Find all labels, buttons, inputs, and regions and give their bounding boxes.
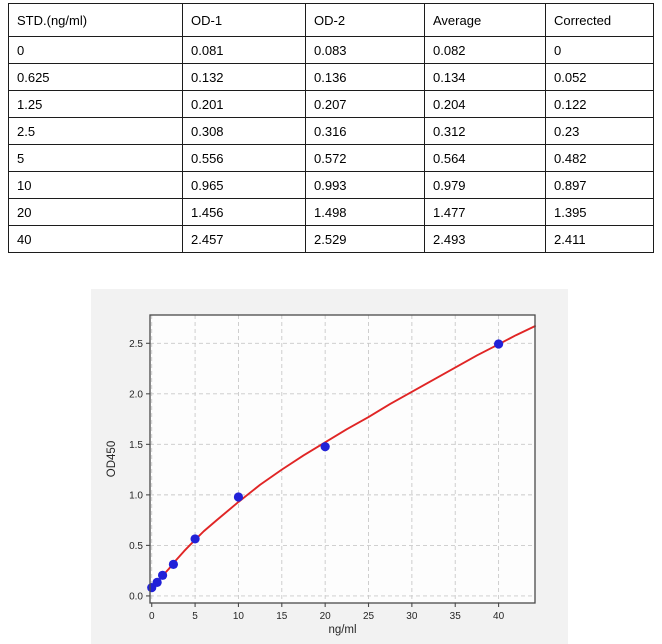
table-cell: 5	[8, 144, 183, 172]
y-tick-label: 2.5	[129, 339, 143, 350]
table-row: 0 0.081 0.083 0.082 0	[8, 36, 654, 64]
table-cell: 20	[8, 198, 183, 226]
standard-curve-chart: 0 5 10 15 20 25 30 35 40 0.0 0.5 1.0 1.5 2.0 2.5 ng/ml…	[106, 314, 536, 636]
y-axis-label: OD450	[106, 441, 118, 477]
y-tick-label: 2.0	[129, 389, 143, 400]
table-row: 0.625 0.132 0.136 0.134 0.052	[8, 63, 654, 91]
data-point	[168, 559, 179, 569]
table-header-cell: Corrected	[545, 3, 654, 37]
x-tick-label: 10	[233, 611, 245, 622]
table-row: 40 2.457 2.529 2.493 2.411	[8, 225, 654, 253]
plot-background	[150, 315, 535, 603]
table-cell: 2.411	[545, 225, 654, 253]
table-header-cell: OD-2	[305, 3, 425, 37]
y-tick-label: 1.0	[129, 490, 143, 501]
table-cell: 0.308	[182, 117, 306, 145]
table-cell: 0	[8, 36, 183, 64]
table-row: 1.25 0.201 0.207 0.204 0.122	[8, 90, 654, 118]
data-point	[157, 570, 168, 580]
table-cell: 2.493	[424, 225, 546, 253]
data-point	[320, 442, 330, 452]
table-cell: 0.316	[305, 117, 425, 145]
table-cell: 0.23	[545, 117, 654, 145]
table-header-cell: STD.(ng/ml)	[8, 3, 183, 37]
chart-figure: 0 5 10 15 20 25 30 35 40 0.0 0.5 1.0 1.5 2.0 2.5 ng/ml…	[91, 289, 568, 644]
table-cell: 0.625	[8, 63, 183, 91]
table-cell: 0.132	[182, 63, 306, 91]
table-cell: 1.477	[424, 198, 546, 226]
table-cell: 10	[8, 171, 183, 199]
table-header-row: STD.(ng/ml) OD-1 OD-2 Average Corrected	[8, 3, 654, 37]
table-cell: 0.122	[545, 90, 654, 118]
table-cell: 2.529	[305, 225, 425, 253]
data-point	[233, 492, 244, 502]
table-row: 20 1.456 1.498 1.477 1.395	[8, 198, 654, 226]
y-tick-label: 1.5	[129, 440, 143, 451]
table-cell: 2.457	[182, 225, 306, 253]
y-tick-label: 0.5	[129, 541, 143, 552]
table-cell: 0.082	[424, 36, 546, 64]
table-cell: 0.965	[182, 171, 306, 199]
table-cell: 0.204	[424, 90, 546, 118]
table-cell: 0	[545, 36, 654, 64]
table-cell: 0.136	[305, 63, 425, 91]
data-point	[152, 577, 162, 587]
table-cell: 0.897	[545, 171, 654, 199]
table-cell: 0.572	[305, 144, 425, 172]
x-axis-label: ng/ml	[328, 624, 356, 636]
x-tick-label: 5	[192, 611, 198, 622]
y-tick-label: 0.0	[129, 591, 143, 602]
table-row: 5 0.556 0.572 0.564 0.482	[8, 144, 654, 172]
x-tick-label: 0	[149, 611, 155, 622]
table-cell: 0.482	[545, 144, 654, 172]
x-tick-label: 15	[276, 611, 288, 622]
table-row: 10 0.965 0.993 0.979 0.897	[8, 171, 654, 199]
fit-curve-line	[150, 325, 536, 591]
x-tick-label: 30	[406, 611, 418, 622]
x-tick-label: 35	[450, 611, 462, 622]
table-cell: 0.081	[182, 36, 306, 64]
x-tick-label: 20	[320, 611, 332, 622]
table-header-cell: Average	[424, 3, 546, 37]
table-cell: 1.456	[182, 198, 306, 226]
table-cell: 0.134	[424, 63, 546, 91]
table-cell: 0.083	[305, 36, 425, 64]
table-cell: 2.5	[8, 117, 183, 145]
table-row: 2.5 0.308 0.316 0.312 0.23	[8, 117, 654, 145]
table-cell: 1.498	[305, 198, 425, 226]
table-cell: 0.993	[305, 171, 425, 199]
plot-frame	[149, 314, 536, 604]
table-cell: 1.25	[8, 90, 183, 118]
table-header-cell: OD-1	[182, 3, 306, 37]
table-cell: 0.201	[182, 90, 306, 118]
table-cell: 40	[8, 225, 183, 253]
table-cell: 0.979	[424, 171, 546, 199]
table-cell: 1.395	[545, 198, 654, 226]
table-cell: 0.207	[305, 90, 425, 118]
x-tick-label: 25	[363, 611, 375, 622]
table-cell: 0.556	[182, 144, 306, 172]
x-tick-label: 40	[493, 611, 505, 622]
table-cell: 0.312	[424, 117, 546, 145]
table-cell: 0.564	[424, 144, 546, 172]
data-point	[493, 339, 504, 349]
standards-table: STD.(ng/ml) OD-1 OD-2 Average Corrected 0 0.0…	[8, 3, 654, 253]
data-point	[190, 534, 200, 544]
table-cell: 0.052	[545, 63, 654, 91]
